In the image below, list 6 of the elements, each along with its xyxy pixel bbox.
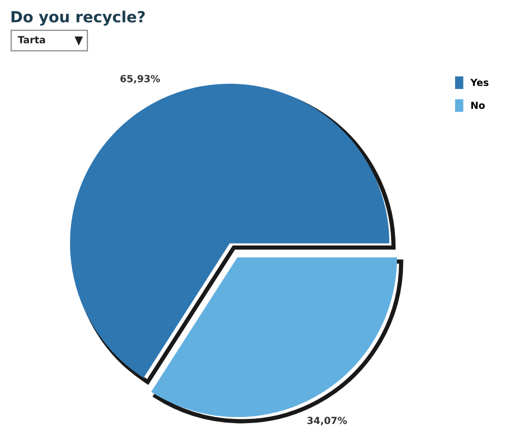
- chart-title: Do you recycle?: [12, 10, 145, 26]
- legend-label: Yes: [470, 78, 488, 86]
- data-label: 65,93%: [120, 74, 160, 84]
- data-label: 34,07%: [307, 416, 347, 426]
- legend-label: No: [471, 102, 485, 109]
- text: Tarta: [18, 36, 45, 44]
